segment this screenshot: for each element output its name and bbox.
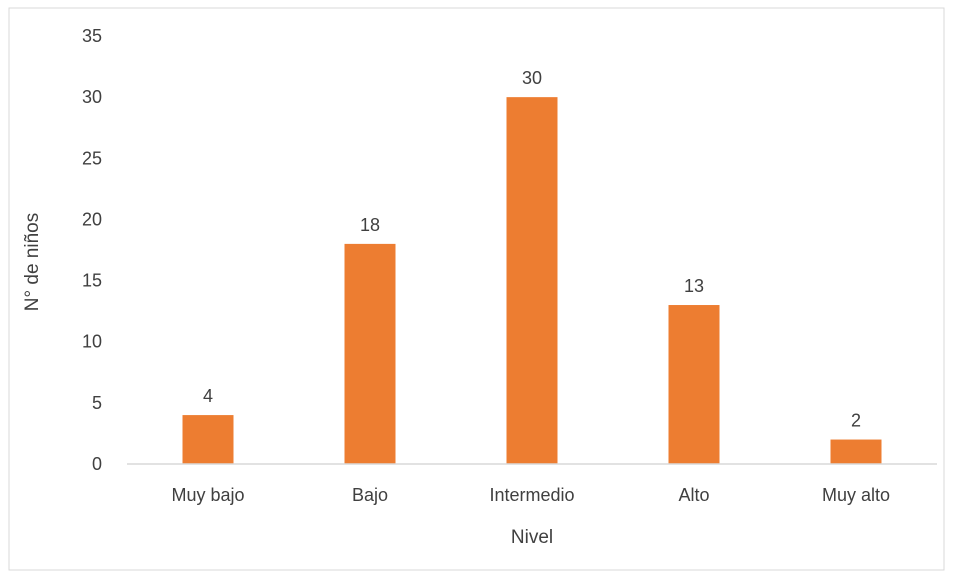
y-tick-label: 5 <box>92 393 102 413</box>
bar-muy-bajo <box>182 415 234 464</box>
bars-group <box>182 97 882 465</box>
x-tick-label: Muy bajo <box>171 485 244 505</box>
y-axis-title: N° de niños <box>22 213 43 311</box>
data-label: 18 <box>360 215 380 235</box>
y-tick-label: 30 <box>82 87 102 107</box>
chart-border <box>8 7 945 571</box>
x-axis-title: Nivel <box>511 527 553 548</box>
data-label: 30 <box>522 68 542 88</box>
x-tick-label: Intermedio <box>489 485 574 505</box>
x-axis-ticks: Muy bajo Bajo Intermedio Alto Muy alto <box>171 485 890 505</box>
x-tick-label: Muy alto <box>822 485 890 505</box>
y-tick-label: 20 <box>82 209 102 229</box>
bar-alto <box>668 305 720 464</box>
data-label: 2 <box>851 411 861 431</box>
data-label: 4 <box>203 386 213 406</box>
y-tick-label: 35 <box>82 26 102 46</box>
y-tick-label: 25 <box>82 148 102 168</box>
data-labels-group: 4 18 30 13 2 <box>203 68 861 430</box>
bar-muy-alto <box>830 439 882 464</box>
y-axis-ticks: 0 5 10 15 20 25 30 35 <box>82 26 102 474</box>
data-label: 13 <box>684 276 704 296</box>
y-tick-label: 10 <box>82 332 102 352</box>
y-tick-label: 15 <box>82 271 102 291</box>
bar-intermedio <box>506 97 558 465</box>
bar-bajo <box>344 243 396 464</box>
y-tick-label: 0 <box>92 454 102 474</box>
x-tick-label: Bajo <box>352 485 388 505</box>
x-tick-label: Alto <box>678 485 709 505</box>
